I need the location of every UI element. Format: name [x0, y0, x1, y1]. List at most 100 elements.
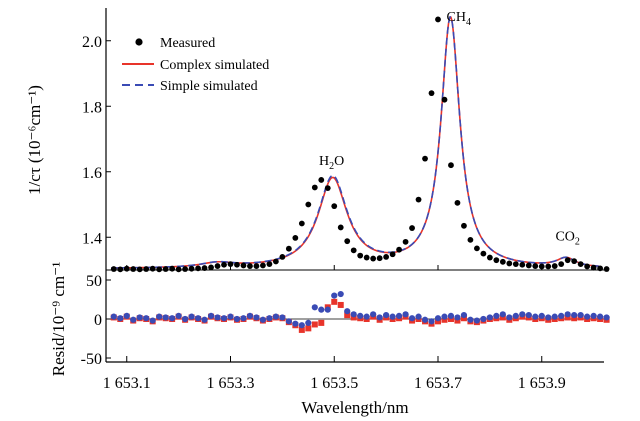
residual-simple-point: [467, 316, 474, 323]
measured-point: [130, 266, 137, 272]
residual-simple-point: [357, 312, 364, 319]
residual-simple-point: [538, 312, 545, 319]
measured-point: [532, 263, 539, 269]
residual-complex-point: [571, 315, 578, 322]
measured-point: [363, 254, 370, 261]
residual-complex-point: [460, 315, 467, 322]
measured-point: [519, 261, 526, 268]
legend-measured-marker: [135, 38, 143, 46]
peak-label: CH4: [447, 10, 471, 28]
residual-simple-point: [188, 313, 195, 320]
measured-point: [597, 265, 604, 272]
measured-point: [201, 265, 208, 271]
residual-simple-point: [370, 311, 377, 318]
residual-simple-point: [227, 313, 234, 320]
residual-simple-point: [584, 313, 591, 320]
residual-simple-point: [558, 312, 565, 319]
residual-simple-point: [545, 314, 552, 321]
residual-simple-point: [331, 292, 338, 299]
residual-complex-point: [344, 312, 351, 319]
spectrum-panel: 1.4 1.6 1.8 2.0 H2O CH4 CO2 Measured Complex …: [25, 8, 610, 273]
residual-simple-point: [246, 312, 254, 319]
residual-simple-point: [110, 313, 117, 320]
measured-point: [169, 265, 176, 272]
measured-point: [266, 261, 273, 268]
measured-point: [298, 220, 305, 227]
measured-point: [558, 261, 565, 268]
residual-simple-point: [194, 315, 202, 322]
measured-point: [292, 235, 299, 241]
residual-complex-point: [305, 325, 312, 332]
upper-y-tick-label: 1.4: [82, 230, 102, 247]
residual-complex-point: [435, 318, 441, 325]
residual-simple-point: [434, 315, 442, 322]
residual-simple-point: [428, 318, 435, 325]
measured-point: [435, 16, 441, 23]
lower-y-tick-label: 50: [86, 273, 102, 290]
residual-simple-point: [480, 315, 487, 323]
measured-point: [441, 96, 448, 103]
residual-simple-point: [408, 315, 416, 322]
measured-point: [545, 263, 552, 270]
residual-complex-point: [337, 301, 344, 308]
residual-complex-point: [454, 317, 461, 324]
residual-simple-point: [603, 314, 610, 321]
measured-point: [493, 257, 500, 264]
measured-point: [590, 264, 597, 271]
residual-simple-point: [402, 311, 409, 318]
measured-point: [260, 262, 266, 269]
residual-simple-point: [136, 314, 143, 321]
measured-point: [577, 261, 584, 268]
residual-simple-point: [279, 314, 286, 321]
measured-point: [402, 238, 409, 245]
residual-simple-point: [441, 313, 448, 320]
residual-complex-point: [318, 319, 325, 326]
measured-point: [454, 199, 461, 206]
residual-simple-point: [233, 315, 241, 323]
measured-point: [240, 262, 247, 269]
residual-simple-point: [214, 314, 221, 321]
residual-simple-point: [344, 308, 351, 315]
measured-point: [324, 185, 331, 192]
measured-point: [350, 247, 357, 254]
measured-point: [279, 254, 286, 260]
measured-point: [318, 177, 325, 183]
residual-simple-point: [149, 317, 156, 324]
measured-point: [584, 263, 591, 270]
residual-simple-point: [259, 316, 267, 323]
lower-y-axis-title: Resid/10⁻⁹ cm⁻¹: [49, 262, 68, 376]
measured-point: [221, 261, 227, 268]
residual-simple-point: [525, 312, 532, 319]
residual-simple-point: [311, 304, 318, 311]
residual-simple-point: [130, 316, 137, 323]
measured-point: [564, 257, 571, 264]
residual-complex-point: [350, 314, 357, 321]
measured-point: [110, 266, 117, 272]
residual-simple-point: [175, 312, 182, 319]
residual-simple-point: [486, 314, 493, 321]
measured-point: [247, 263, 253, 269]
residual-simple-point: [571, 312, 578, 319]
measured-point: [480, 250, 487, 257]
measured-point: [376, 255, 383, 262]
residual-simple-point: [376, 314, 383, 321]
measured-point: [467, 236, 474, 243]
residual-simple-point: [253, 314, 260, 321]
residual-simple-point: [383, 312, 390, 319]
residual-simple-point: [389, 313, 396, 320]
residual-complex-point: [499, 314, 506, 321]
measured-point: [208, 264, 214, 271]
residual-simple-point: [285, 318, 292, 325]
residual-complex-point: [564, 314, 571, 321]
measured-point: [156, 266, 163, 273]
x-tick-label: 1 653.5: [310, 375, 358, 392]
measured-point: [136, 266, 143, 273]
x-tick-label: 1 653.1: [103, 375, 151, 392]
residual-simple-point: [597, 313, 604, 320]
peak-label: H2O: [319, 154, 344, 172]
residual-simple-point: [460, 312, 468, 319]
residual-simple-point: [395, 312, 403, 319]
measured-point: [357, 252, 364, 259]
measured-point: [162, 266, 169, 272]
upper-y-tick-label: 1.6: [82, 165, 102, 182]
